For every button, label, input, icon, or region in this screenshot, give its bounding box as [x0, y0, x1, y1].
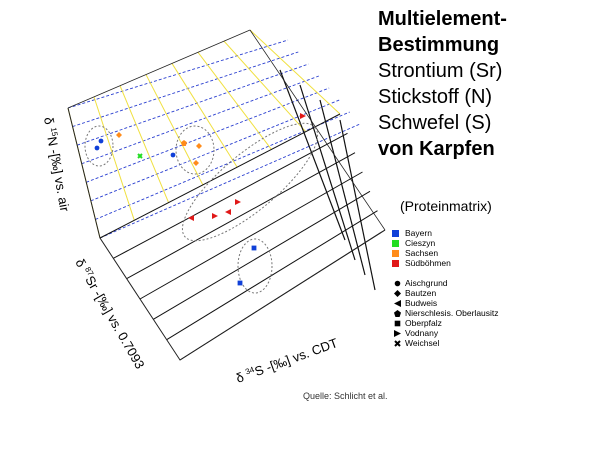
grid-line-s [145, 74, 204, 186]
diamond-icon [392, 289, 402, 297]
slide-subtitle: (Proteinmatrix) [400, 198, 492, 214]
legend-site-item: Oberpfalz [392, 318, 499, 328]
circle-icon [392, 280, 402, 287]
slide-title: Multielement- Bestimmung Strontium (Sr) Sti… [378, 6, 507, 162]
grid-line-n [86, 87, 330, 183]
data-point [251, 245, 257, 251]
grid-post [339, 119, 376, 291]
cluster-ellipse [84, 125, 114, 167]
data-point [188, 215, 194, 221]
data-points [94, 113, 306, 286]
data-point [94, 145, 100, 151]
data-point [116, 132, 122, 138]
grid-line-n [72, 51, 299, 127]
grid-line-sr [139, 171, 363, 300]
legend-label: Bautzen [405, 288, 437, 298]
legend-label: Südböhmen [405, 258, 451, 268]
grid-line-n [81, 75, 320, 165]
cluster-ellipse [181, 122, 319, 242]
axis-label-n: δ 15N -[‰] vs. air [41, 116, 72, 213]
data-point [137, 153, 143, 159]
legend-label: Budweis [405, 298, 438, 308]
grid-line-n [95, 111, 350, 220]
triangle-left-icon [392, 299, 402, 307]
source-citation: Quelle: Schlicht et al. [303, 391, 388, 401]
cluster-ellipses [84, 122, 319, 294]
data-point [181, 140, 187, 146]
plot-grid [67, 29, 386, 361]
legend-label: Weichsel [405, 338, 440, 348]
data-point [170, 152, 176, 158]
legend-site-item: Aischgrund [392, 278, 499, 288]
data-point [237, 280, 243, 286]
grid-line-s [249, 29, 341, 115]
legend-sites: Aischgrund Bautzen Budweis Nierschlesis. Ob… [392, 278, 499, 348]
title-line: von Karpfen [378, 138, 495, 160]
title-line: Strontium (Sr) [378, 60, 503, 82]
legend-swatch [392, 259, 399, 267]
legend-site-item: Nierschlesis. Oberlausitz [392, 308, 499, 318]
grid-post [279, 69, 346, 241]
legend-region-item: Südböhmen [392, 258, 499, 268]
legend-site-item: Bautzen [392, 288, 499, 298]
legend-region-item: Bayern [392, 228, 499, 238]
grid-line-sr [126, 152, 356, 280]
grid-line-s [93, 96, 135, 221]
square-icon [392, 320, 402, 327]
legend-label: Aischgrund [405, 278, 448, 288]
legend-region-item: Sachsen [392, 248, 499, 258]
triangle-right-icon [392, 329, 402, 337]
legend-label: Vodnany [405, 328, 439, 338]
data-point [193, 160, 199, 166]
grid-line-s [223, 40, 307, 133]
legend-site-item: Weichsel [392, 338, 499, 348]
grid-line-sr [153, 190, 371, 320]
grid-post [299, 84, 356, 261]
legend: Bayern Cieszyn Sachsen Südböhmen Aischgrund… [392, 228, 499, 348]
legend-regions: Bayern Cieszyn Sachsen Südböhmen [392, 228, 499, 268]
title-line: Bestimmung [378, 34, 500, 56]
legend-label: Sachsen [405, 248, 439, 258]
axis-label-s: δ 34S -[‰] vs. CDT [234, 335, 340, 386]
title-line: Multielement- [378, 8, 507, 30]
grid-line-s [171, 63, 238, 168]
legend-site-item: Vodnany [392, 328, 499, 338]
grid-line-n [76, 63, 309, 146]
box-edge [67, 29, 251, 109]
legend-label: Oberpfalz [405, 318, 442, 328]
cluster-ellipse [237, 238, 273, 294]
grid-line-n [67, 39, 289, 109]
legend-swatch [392, 229, 399, 237]
grid-line-sr [113, 132, 348, 259]
legend-label: Bayern [405, 228, 432, 238]
legend-region-item: Cieszyn [392, 238, 499, 248]
grid-line-s [197, 51, 272, 150]
data-point [98, 138, 104, 144]
title-line: Stickstoff (N) [378, 86, 493, 108]
legend-label: Nierschlesis. Oberlausitz [405, 308, 499, 318]
title-line: Schwefel (S) [378, 112, 492, 134]
legend-swatch [392, 249, 399, 257]
box-edge [249, 29, 386, 231]
grid-post [319, 99, 366, 276]
grid-line-sr [99, 113, 341, 239]
data-point [235, 199, 241, 205]
legend-site-item: Budweis [392, 298, 499, 308]
data-point [196, 143, 202, 149]
box-outline [67, 107, 386, 361]
legend-swatch [392, 239, 399, 247]
grid-line-s [119, 85, 170, 203]
data-point [300, 113, 306, 119]
data-point [225, 209, 231, 215]
cluster-ellipse [175, 125, 215, 175]
cross-icon [392, 339, 402, 347]
legend-label: Cieszyn [405, 238, 436, 248]
pentagon-icon [392, 309, 402, 317]
data-point [212, 213, 218, 219]
